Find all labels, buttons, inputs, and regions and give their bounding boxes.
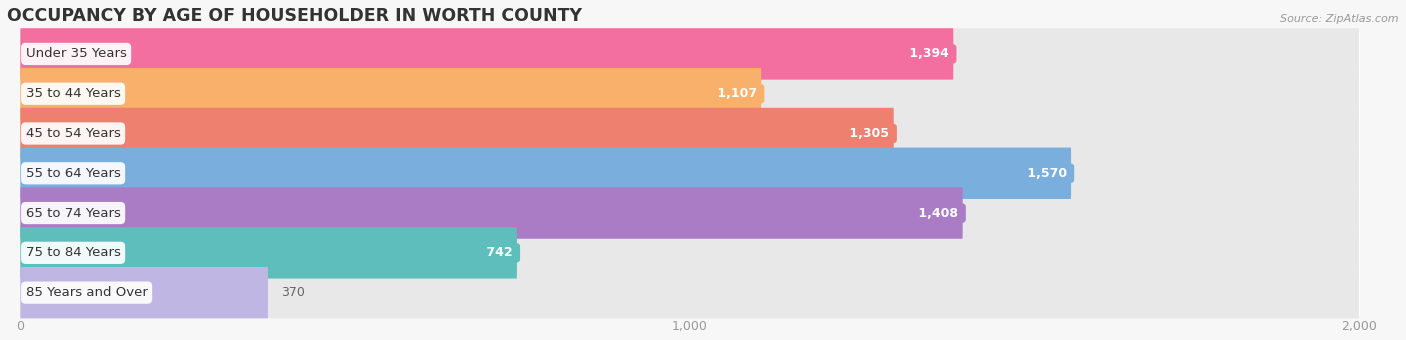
Text: 1,305: 1,305 — [845, 127, 894, 140]
Text: 1,570: 1,570 — [1022, 167, 1071, 180]
Text: 55 to 64 Years: 55 to 64 Years — [25, 167, 121, 180]
Text: 35 to 44 Years: 35 to 44 Years — [25, 87, 121, 100]
Text: OCCUPANCY BY AGE OF HOUSEHOLDER IN WORTH COUNTY: OCCUPANCY BY AGE OF HOUSEHOLDER IN WORTH… — [7, 7, 582, 25]
Text: 45 to 54 Years: 45 to 54 Years — [25, 127, 121, 140]
FancyBboxPatch shape — [20, 148, 1358, 199]
Text: 1,394: 1,394 — [905, 48, 953, 61]
FancyBboxPatch shape — [20, 108, 1358, 159]
FancyBboxPatch shape — [20, 108, 894, 159]
FancyBboxPatch shape — [20, 68, 1358, 119]
Text: 1,107: 1,107 — [713, 87, 761, 100]
FancyBboxPatch shape — [20, 187, 1358, 239]
Text: 1,408: 1,408 — [914, 207, 963, 220]
FancyBboxPatch shape — [20, 28, 953, 80]
Text: 65 to 74 Years: 65 to 74 Years — [25, 207, 121, 220]
Text: Under 35 Years: Under 35 Years — [25, 48, 127, 61]
Text: 85 Years and Over: 85 Years and Over — [25, 286, 148, 299]
FancyBboxPatch shape — [20, 28, 1358, 80]
Text: Source: ZipAtlas.com: Source: ZipAtlas.com — [1281, 14, 1399, 23]
FancyBboxPatch shape — [20, 148, 1071, 199]
Text: 75 to 84 Years: 75 to 84 Years — [25, 246, 121, 259]
FancyBboxPatch shape — [20, 227, 517, 278]
FancyBboxPatch shape — [20, 267, 1358, 318]
FancyBboxPatch shape — [20, 227, 1358, 278]
Text: 742: 742 — [482, 246, 517, 259]
FancyBboxPatch shape — [20, 267, 269, 318]
FancyBboxPatch shape — [20, 187, 963, 239]
Text: 370: 370 — [281, 286, 305, 299]
FancyBboxPatch shape — [20, 68, 761, 119]
